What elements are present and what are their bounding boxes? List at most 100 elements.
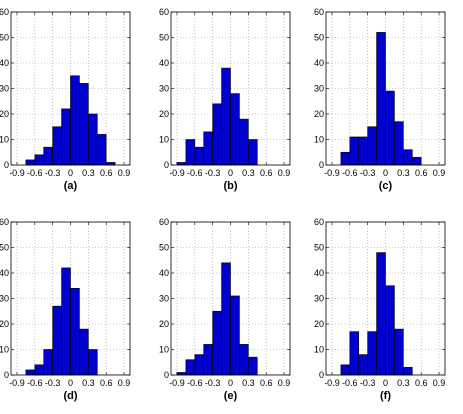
y-tick-label: 10: [159, 135, 169, 145]
panel-label: (d): [63, 390, 77, 402]
x-tick-label: -0.3: [360, 168, 376, 178]
x-tick-label: 0: [68, 168, 73, 178]
x-tick-label: 0.6: [415, 168, 428, 178]
y-tick-label: 0: [164, 160, 169, 170]
histogram-bar: [52, 126, 62, 166]
x-tick-label: -0.9: [169, 168, 185, 178]
histogram-bar: [221, 262, 231, 376]
y-tick-label: 30: [0, 84, 9, 94]
y-tick-label: 20: [314, 319, 324, 329]
histogram-bar: [230, 295, 240, 376]
x-tick-label: 0.9: [118, 168, 131, 178]
y-tick-label: 10: [159, 345, 169, 355]
x-tick-label: 0.9: [278, 168, 291, 178]
histogram-bar: [340, 364, 351, 376]
histogram-bar: [367, 126, 377, 166]
y-tick-label: 10: [0, 345, 9, 355]
histogram-bar: [43, 146, 53, 166]
histogram-bar: [376, 32, 386, 166]
y-tick-label: 40: [0, 268, 9, 278]
y-tick-label: 20: [0, 319, 9, 329]
histogram-bar: [221, 67, 231, 166]
histogram-bar: [185, 139, 196, 166]
histogram-bar: [403, 149, 413, 166]
y-tick-label: 20: [159, 319, 169, 329]
x-tick-label: 0.9: [433, 378, 446, 388]
histogram-bar: [79, 328, 89, 376]
histogram-bar: [203, 344, 213, 376]
x-tick-label: 0: [228, 168, 233, 178]
x-tick-label: 0.6: [100, 378, 113, 388]
y-tick-label: 20: [0, 109, 9, 119]
x-tick-label: 0.3: [82, 378, 95, 388]
x-tick-label: 0.6: [260, 378, 273, 388]
histogram-bar: [376, 252, 386, 376]
histogram-panel: -0.9 -0.6 -0.3 0 0.3 0.6 0.9 0 10 20 30 40 50 60 (b): [159, 7, 291, 192]
y-tick-label: 0: [4, 370, 9, 380]
x-tick-label: 0.9: [118, 378, 131, 388]
x-tick-label: -0.6: [342, 378, 358, 388]
histogram-bar: [358, 136, 368, 166]
y-tick-label: 0: [319, 370, 324, 380]
y-tick-label: 0: [319, 160, 324, 170]
y-tick-label: 20: [159, 109, 169, 119]
histogram-bar: [70, 75, 80, 166]
histogram-bar: [70, 287, 80, 376]
x-tick-label: 0.6: [260, 168, 273, 178]
y-tick-label: 60: [0, 217, 9, 227]
y-tick-label: 40: [314, 58, 324, 68]
y-tick-label: 0: [4, 160, 9, 170]
x-tick-label: -0.9: [9, 168, 25, 178]
y-tick-label: 50: [314, 33, 324, 43]
x-tick-label: 0: [383, 378, 388, 388]
histogram-bar: [367, 331, 377, 376]
x-tick-label: 0: [383, 168, 388, 178]
histogram-bar: [203, 131, 213, 166]
histogram-panel: -0.9 -0.6 -0.3 0 0.3 0.6 0.9 0 10 20 30 40 50 60 (c): [314, 7, 446, 192]
y-tick-label: 0: [164, 370, 169, 380]
x-tick-label: 0.3: [397, 378, 410, 388]
y-tick-label: 40: [314, 268, 324, 278]
x-tick-label: 0.9: [278, 378, 291, 388]
histogram-bar: [394, 328, 404, 376]
histogram-bar: [52, 305, 62, 376]
x-tick-label: 0: [228, 378, 233, 388]
histogram-bar: [194, 354, 205, 376]
histogram-bar: [230, 93, 240, 166]
histogram-bar: [349, 136, 360, 166]
panel-label: (e): [224, 390, 238, 402]
histogram-bar: [403, 367, 413, 376]
x-tick-label: 0.3: [242, 378, 255, 388]
y-tick-label: 60: [314, 7, 324, 17]
panel-label: (b): [223, 180, 237, 192]
y-tick-label: 40: [0, 58, 9, 68]
panel-label: (a): [64, 180, 78, 192]
histogram-panel: -0.9 -0.6 -0.3 0 0.3 0.6 0.9 0 10 20 30 40 50 60 (d): [0, 217, 131, 402]
x-tick-label: -0.6: [187, 378, 203, 388]
x-tick-label: 0.9: [433, 168, 446, 178]
histogram-bar: [394, 121, 404, 166]
histogram-bar: [61, 267, 71, 376]
y-tick-label: 30: [314, 84, 324, 94]
y-tick-label: 50: [159, 243, 169, 253]
y-tick-label: 60: [314, 217, 324, 227]
histogram-bar: [239, 344, 249, 376]
x-tick-label: -0.6: [27, 378, 43, 388]
histogram-panel: -0.9 -0.6 -0.3 0 0.3 0.6 0.9 0 10 20 30 40 50 60 (f): [314, 217, 446, 402]
histogram-bar: [385, 285, 395, 376]
x-tick-label: 0.3: [397, 168, 410, 178]
x-tick-label: 0.6: [415, 378, 428, 388]
histogram-bar: [79, 83, 89, 166]
histogram-bar: [34, 364, 45, 376]
histogram-bar: [212, 103, 222, 166]
histogram-bar: [340, 151, 351, 166]
histogram-bar: [194, 146, 205, 166]
y-tick-label: 10: [0, 135, 9, 145]
y-tick-label: 60: [159, 7, 169, 17]
histogram-bar: [61, 108, 71, 166]
histogram-bar: [96, 134, 107, 166]
y-tick-label: 50: [0, 33, 9, 43]
x-tick-label: -0.9: [9, 378, 25, 388]
